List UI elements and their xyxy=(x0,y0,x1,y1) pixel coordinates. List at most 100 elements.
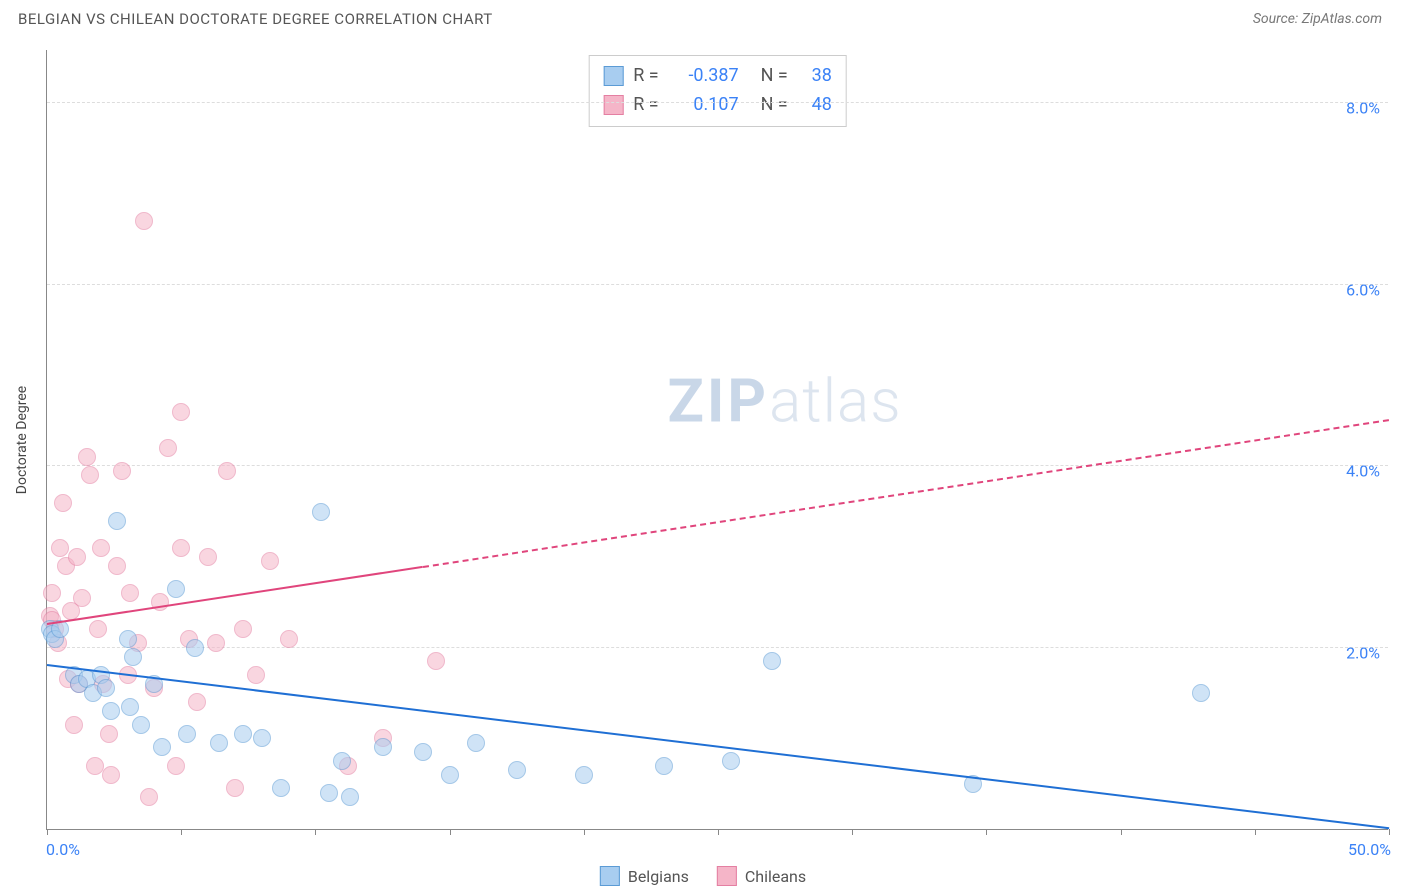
data-point-belgians xyxy=(253,729,271,747)
data-point-belgians xyxy=(132,716,150,734)
legend-swatch xyxy=(600,866,620,886)
data-point-belgians xyxy=(121,698,139,716)
x-tick xyxy=(181,829,182,835)
data-point-chileans xyxy=(89,620,107,638)
legend-swatch xyxy=(603,66,623,86)
data-point-chileans xyxy=(121,584,139,602)
trend-line-chileans-extrapolated xyxy=(423,419,1390,568)
gridline xyxy=(47,465,1388,466)
data-point-chileans xyxy=(54,494,72,512)
data-point-belgians xyxy=(467,734,485,752)
legend-swatch xyxy=(603,95,623,115)
data-point-chileans xyxy=(247,666,265,684)
header: BELGIAN VS CHILEAN DOCTORATE DEGREE CORR… xyxy=(0,0,1406,34)
data-point-belgians xyxy=(320,784,338,802)
data-point-chileans xyxy=(207,634,225,652)
data-point-chileans xyxy=(65,716,83,734)
legend-label: Belgians xyxy=(628,867,689,886)
data-point-belgians xyxy=(210,734,228,752)
data-point-chileans xyxy=(167,757,185,775)
data-point-belgians xyxy=(108,512,126,530)
data-point-chileans xyxy=(218,462,236,480)
x-tick xyxy=(852,829,853,835)
trend-line-belgians xyxy=(47,664,1389,829)
data-point-chileans xyxy=(140,788,158,806)
chart-title: BELGIAN VS CHILEAN DOCTORATE DEGREE CORR… xyxy=(18,10,493,28)
data-point-chileans xyxy=(280,630,298,648)
n-value: 48 xyxy=(798,91,832,120)
data-point-chileans xyxy=(234,620,252,638)
data-point-chileans xyxy=(226,779,244,797)
chart-plot-area: ZIPatlas R = -0.387 N = 38 R = 0.107 N = 48 2.0… xyxy=(46,50,1388,830)
x-tick-label: 50.0% xyxy=(1348,840,1391,859)
x-tick xyxy=(584,829,585,835)
x-tick xyxy=(986,829,987,835)
r-label: R = xyxy=(633,91,658,120)
data-point-chileans xyxy=(81,466,99,484)
trend-line-chileans xyxy=(47,566,423,625)
data-point-belgians xyxy=(374,738,392,756)
data-point-chileans xyxy=(102,766,120,784)
legend-item: Chileans xyxy=(717,866,806,886)
x-tick xyxy=(450,829,451,835)
data-point-belgians xyxy=(655,757,673,775)
x-tick xyxy=(1121,829,1122,835)
gridline xyxy=(47,284,1388,285)
stats-legend-row: R = 0.107 N = 48 xyxy=(603,91,832,120)
data-point-chileans xyxy=(113,462,131,480)
y-tick-label: 4.0% xyxy=(1346,462,1380,481)
data-point-chileans xyxy=(199,548,217,566)
data-point-chileans xyxy=(172,539,190,557)
data-point-belgians xyxy=(763,652,781,670)
data-point-belgians xyxy=(722,752,740,770)
data-point-chileans xyxy=(43,584,61,602)
x-tick xyxy=(1389,829,1390,835)
data-point-belgians xyxy=(312,503,330,521)
stats-legend-row: R = -0.387 N = 38 xyxy=(603,62,832,91)
x-tick xyxy=(718,829,719,835)
data-point-chileans xyxy=(188,693,206,711)
n-label: N = xyxy=(761,62,788,91)
n-value: 38 xyxy=(798,62,832,91)
data-point-belgians xyxy=(186,639,204,657)
data-point-chileans xyxy=(68,548,86,566)
n-label: N = xyxy=(761,91,788,120)
data-point-belgians xyxy=(272,779,290,797)
y-tick-label: 8.0% xyxy=(1346,99,1380,118)
data-point-belgians xyxy=(119,630,137,648)
gridline xyxy=(47,647,1388,648)
data-point-belgians xyxy=(575,766,593,784)
data-point-chileans xyxy=(159,439,177,457)
data-point-belgians xyxy=(441,766,459,784)
data-point-belgians xyxy=(333,752,351,770)
data-point-chileans xyxy=(73,589,91,607)
x-tick-label: 0.0% xyxy=(46,840,80,859)
data-point-belgians xyxy=(124,648,142,666)
data-point-chileans xyxy=(78,448,96,466)
x-tick xyxy=(47,829,48,835)
data-point-belgians xyxy=(234,725,252,743)
data-point-chileans xyxy=(261,552,279,570)
legend-swatch xyxy=(717,866,737,886)
y-tick-label: 6.0% xyxy=(1346,280,1380,299)
data-point-belgians xyxy=(153,738,171,756)
r-label: R = xyxy=(633,62,658,91)
stats-legend: R = -0.387 N = 38 R = 0.107 N = 48 xyxy=(588,55,847,127)
watermark: ZIPatlas xyxy=(667,365,901,436)
data-point-chileans xyxy=(100,725,118,743)
r-value: -0.387 xyxy=(669,62,739,91)
data-point-belgians xyxy=(102,702,120,720)
legend-label: Chileans xyxy=(745,867,806,886)
data-point-chileans xyxy=(172,403,190,421)
data-point-belgians xyxy=(414,743,432,761)
legend-item: Belgians xyxy=(600,866,689,886)
series-legend: Belgians Chileans xyxy=(600,866,806,886)
data-point-belgians xyxy=(97,679,115,697)
data-point-chileans xyxy=(92,539,110,557)
data-point-belgians xyxy=(341,788,359,806)
r-value: 0.107 xyxy=(669,91,739,120)
y-tick-label: 2.0% xyxy=(1346,643,1380,662)
data-point-belgians xyxy=(508,761,526,779)
source-attribution: Source: ZipAtlas.com xyxy=(1253,11,1382,27)
data-point-chileans xyxy=(108,557,126,575)
